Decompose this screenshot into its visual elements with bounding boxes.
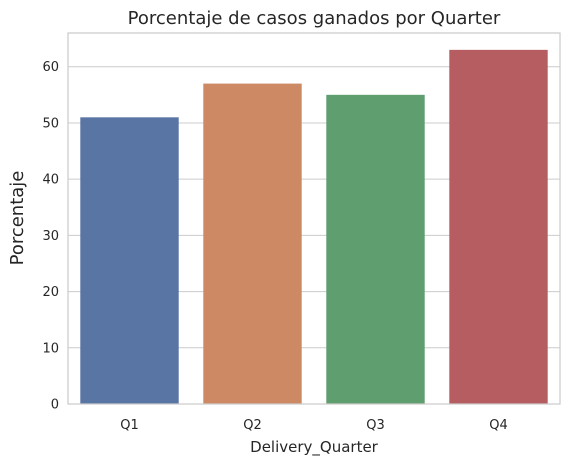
x-tick-label: Q3 [366,418,385,433]
y-axis-label: Porcentaje [7,171,28,266]
bar-q3 [326,94,425,404]
chart-title: Porcentaje de casos ganados por Quarter [128,8,501,29]
y-tick-label: 30 [42,229,59,244]
y-tick-label: 50 [42,116,59,131]
y-tick-label: 60 [42,60,59,75]
bar-q1 [80,117,179,405]
bar-q2 [203,83,302,404]
bars-layer [80,49,548,405]
y-tick-label: 0 [51,398,59,413]
x-tick-label: Q4 [489,418,508,433]
y-tick-label: 20 [42,285,59,300]
y-tick-label: 10 [42,341,59,356]
y-tick-labels: 0 10 20 30 40 50 60 [42,60,59,412]
y-tick-label: 40 [42,173,59,188]
x-tick-label: Q1 [120,418,139,433]
x-tick-label: Q2 [243,418,262,433]
x-axis-label: Delivery_Quarter [250,438,379,457]
plot-frame [67,32,561,405]
x-tick-labels: Q1 Q2 Q3 Q4 [120,418,508,433]
bar-q4 [449,49,548,404]
